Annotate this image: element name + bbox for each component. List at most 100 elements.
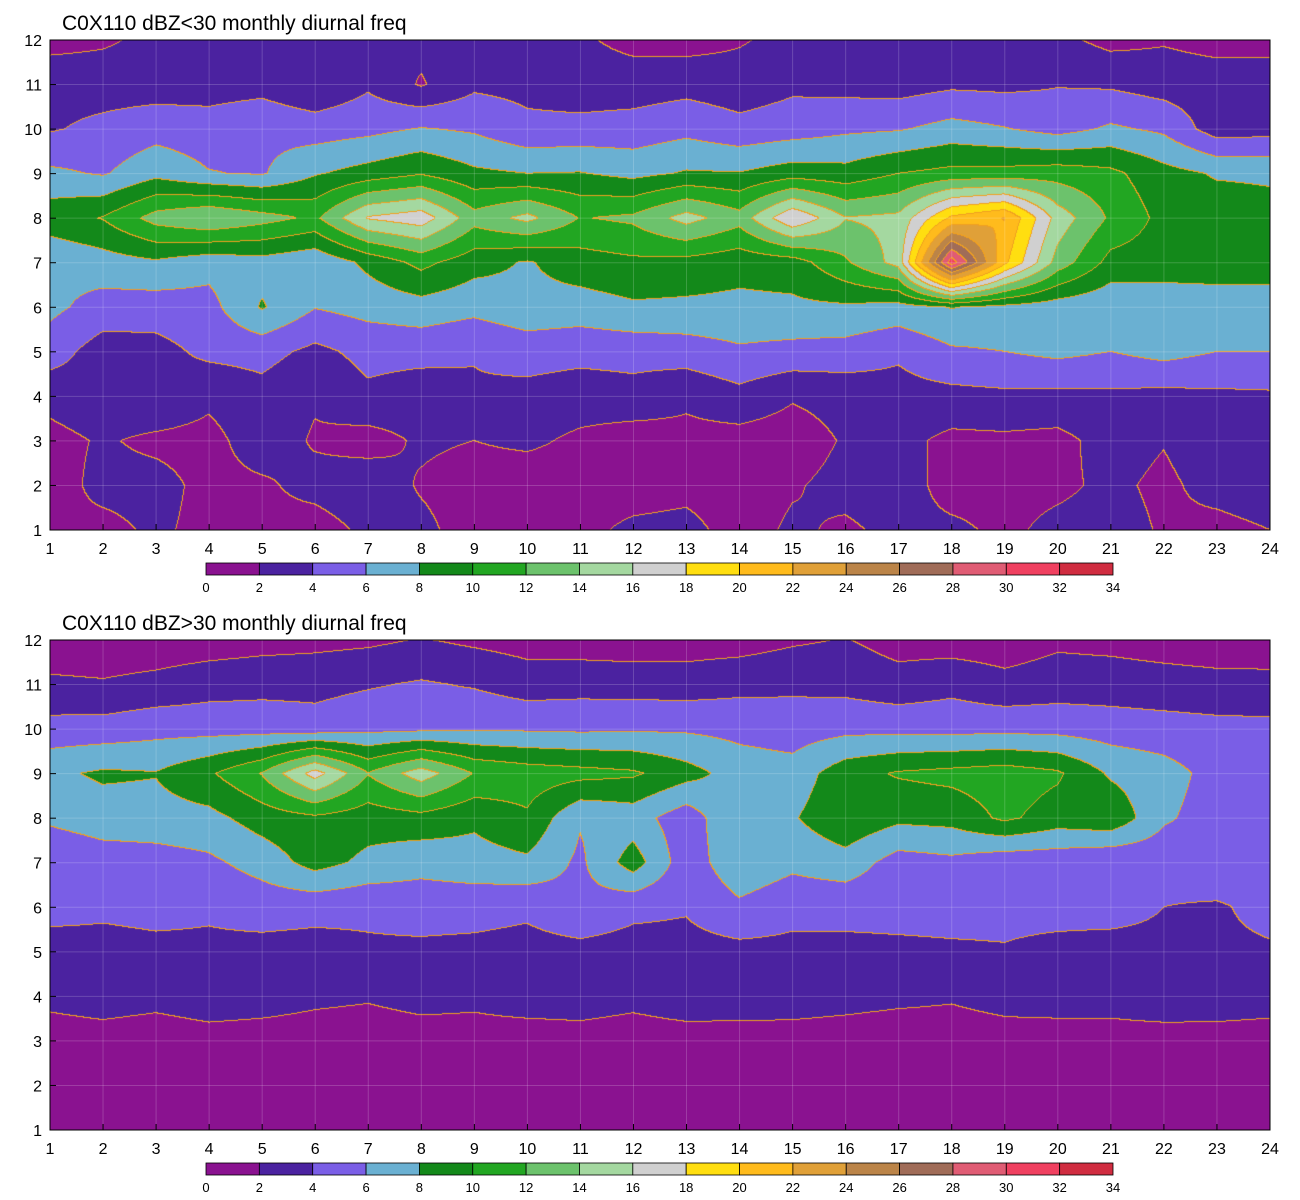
x-tick-label: 23 — [1208, 541, 1226, 558]
colorbar-label: 2 — [256, 1180, 263, 1195]
colorbar-swatch — [792, 562, 847, 576]
x-tick-label: 1 — [46, 1141, 55, 1158]
x-tick-label: 9 — [470, 1141, 479, 1158]
colorbar-swatch — [312, 1162, 367, 1176]
colorbar-swatch — [1059, 562, 1114, 576]
colorbar: 0 2 4 6 8 10 12 14 16 18 20 22 24 26 28 30 32 34 — [202, 562, 1120, 595]
colorbar-label: 18 — [679, 1180, 693, 1195]
x-tick-label: 18 — [943, 541, 961, 558]
x-tick-label: 22 — [1155, 541, 1173, 558]
panel-title: C0X110 dBZ<30 monthly diurnal freq — [62, 12, 407, 35]
y-tick-label: 8 — [33, 211, 42, 228]
x-tick-label: 8 — [417, 1141, 426, 1158]
colorbar-label: 8 — [416, 1180, 423, 1195]
x-tick-label: 21 — [1102, 541, 1120, 558]
colorbar-swatch — [1005, 562, 1061, 576]
x-tick-label: 12 — [625, 1141, 643, 1158]
x-tick-label: 3 — [152, 1141, 161, 1158]
x-tick-label: 14 — [731, 541, 749, 558]
x-tick-label: 24 — [1261, 1141, 1279, 1158]
colorbar-label: 4 — [309, 580, 316, 595]
x-tick-label: 12 — [625, 541, 643, 558]
colorbar-swatch — [525, 1162, 580, 1176]
colorbar-swatch — [419, 1162, 474, 1176]
x-tick-label: 6 — [311, 1141, 320, 1158]
x-tick-label: 11 — [572, 1141, 589, 1158]
colorbar-label: 28 — [946, 580, 960, 595]
x-tick-label: 20 — [1049, 541, 1067, 558]
x-tick-label: 21 — [1102, 1141, 1120, 1158]
axes: 1 2 3 4 5 6 7 8 9 10 11 12 13 14 15 16 17 18 19 20 21 22 23 241… — [24, 33, 1279, 558]
colorbar-swatch — [845, 1162, 900, 1176]
x-tick-label: 4 — [205, 541, 214, 558]
y-tick-label: 9 — [33, 167, 42, 184]
colorbar-label: 34 — [1106, 580, 1120, 595]
x-tick-label: 15 — [784, 1141, 802, 1158]
x-tick-label: 6 — [311, 541, 320, 558]
colorbar-label: 24 — [839, 1180, 853, 1195]
y-tick-label: 5 — [33, 345, 42, 362]
x-tick-label: 9 — [470, 541, 479, 558]
y-tick-label: 7 — [33, 256, 42, 273]
colorbar-swatch — [579, 562, 634, 576]
colorbar-label: 30 — [999, 1180, 1013, 1195]
colorbar-label: 0 — [202, 1180, 209, 1195]
colorbar-label: 6 — [362, 580, 369, 595]
plot-frame — [49, 639, 1271, 1131]
x-tick-label: 19 — [996, 1141, 1014, 1158]
colorbar-label: 30 — [999, 580, 1013, 595]
y-tick-label: 3 — [33, 1034, 42, 1051]
y-tick-label: 11 — [25, 678, 42, 695]
y-tick-label: 2 — [33, 1078, 42, 1095]
y-tick-label: 12 — [24, 33, 42, 50]
colorbar-swatch — [205, 562, 260, 576]
colorbar-swatch — [525, 562, 580, 576]
x-tick-label: 19 — [996, 541, 1014, 558]
x-tick-label: 20 — [1049, 1141, 1067, 1158]
colorbar-label: 6 — [362, 1180, 369, 1195]
colorbar-label: 16 — [626, 580, 640, 595]
contour-field — [50, 640, 1270, 1130]
x-tick-label: 16 — [837, 1141, 855, 1158]
colorbar-label: 32 — [1052, 1180, 1066, 1195]
colorbar-label: 14 — [572, 1180, 586, 1195]
colorbar-swatch — [1059, 1162, 1114, 1176]
y-tick-label: 10 — [24, 722, 42, 739]
y-tick-label: 6 — [33, 900, 42, 917]
colorbar-swatch — [952, 1162, 1007, 1176]
colorbar-swatch — [472, 1162, 527, 1176]
colorbar-label: 10 — [466, 1180, 480, 1195]
colorbar-swatch — [685, 1162, 740, 1176]
colorbar-swatch — [419, 562, 474, 576]
x-tick-label: 24 — [1261, 541, 1279, 558]
x-tick-label: 5 — [258, 1141, 267, 1158]
x-tick-label: 7 — [364, 541, 373, 558]
colorbar-swatch — [579, 1162, 634, 1176]
panel-title: C0X110 dBZ>30 monthly diurnal freq — [62, 612, 407, 635]
x-tick-label: 2 — [99, 1141, 108, 1158]
y-tick-label: 12 — [24, 633, 42, 650]
y-tick-label: 1 — [33, 523, 42, 540]
colorbar-swatch — [312, 562, 367, 576]
axes: 1 2 3 4 5 6 7 8 9 10 11 12 13 14 15 16 17 18 19 20 21 22 23 241… — [24, 633, 1279, 1158]
colorbar-swatch — [258, 562, 314, 576]
x-tick-label: 13 — [678, 1141, 696, 1158]
colorbar-label: 10 — [466, 580, 480, 595]
x-tick-label: 17 — [890, 541, 908, 558]
y-tick-label: 5 — [33, 945, 42, 962]
colorbar-swatch — [952, 562, 1007, 576]
colorbar-swatch — [899, 562, 954, 576]
y-tick-label: 4 — [33, 989, 42, 1006]
colorbar-swatch — [685, 562, 740, 576]
colorbar-swatch — [792, 1162, 847, 1176]
x-tick-label: 10 — [518, 1141, 536, 1158]
colorbar-swatch — [739, 562, 794, 576]
plot-frame — [49, 39, 1271, 531]
colorbar-swatch — [205, 1162, 260, 1176]
x-tick-label: 1 — [46, 541, 55, 558]
x-tick-label: 7 — [364, 1141, 373, 1158]
x-tick-label: 11 — [572, 541, 589, 558]
